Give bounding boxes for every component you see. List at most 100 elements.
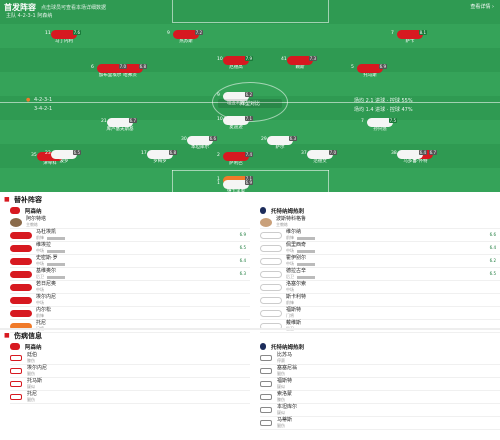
sub-row[interactable]: 霍伊别尔 中场 6.2 xyxy=(260,255,500,268)
sub-name: 内尔松 xyxy=(36,306,52,313)
player-rating: 6.5 xyxy=(72,150,81,155)
away-player[interactable]: 37 7.0 范德文 xyxy=(298,150,342,165)
home-player[interactable]: 9 7.2 热苏斯 xyxy=(164,30,208,45)
shirt-icon: 41 7.3 xyxy=(281,56,317,65)
away-player[interactable]: 23 6.5 波罗 xyxy=(42,150,86,165)
player-number: 9 xyxy=(217,93,220,98)
injury-row[interactable]: 廷伯 膝伤 xyxy=(10,352,250,365)
home-player[interactable]: 10 7.9 厄德高 xyxy=(214,56,258,71)
player-rating: 6.6 xyxy=(208,136,217,141)
injury-row[interactable]: 福斯特 疑似 xyxy=(260,378,500,391)
home-coach[interactable]: 阿尔特塔 主教练 xyxy=(10,216,250,229)
shirt-icon xyxy=(260,296,282,304)
home-player[interactable]: 2 7.4 萨利巴 xyxy=(214,152,258,167)
player-name: 孙兴慜 xyxy=(373,127,387,132)
player-rating: 7.9 xyxy=(244,56,253,61)
away-player[interactable]: 10 7.1 麦迪逊 xyxy=(214,116,258,131)
sub-row[interactable]: 福斯特 门将 xyxy=(260,307,500,320)
sub-row[interactable]: 佩里西奇 中场 6.4 xyxy=(260,242,500,255)
injuries-title: 伤病信息 xyxy=(14,332,42,340)
player-rating: 6.9 xyxy=(244,180,253,185)
sub-row[interactable]: 维尔纳 前锋 6.6 xyxy=(260,229,500,242)
shirt-icon: 10 7.9 xyxy=(217,56,253,65)
sub-name: 埃尔内尼 xyxy=(36,293,57,300)
home-player[interactable]: 41 7.3 赖斯 xyxy=(278,56,322,71)
injury-status: 停赛 xyxy=(277,358,285,363)
player-rating: 6.7 xyxy=(428,150,437,155)
player-name: 萨卡 xyxy=(405,39,415,44)
player-number: 41 xyxy=(281,57,287,62)
away-player[interactable]: 30 6.6 本坦库尔 xyxy=(178,136,222,151)
player-rating: 7.0 xyxy=(328,150,337,155)
home-stats: 场均 2.1 进球 · 控球 55% xyxy=(354,98,413,104)
away-team-header[interactable]: 托特纳姆热刺 xyxy=(260,205,500,216)
away-coach[interactable]: 波斯特科格鲁 主教练 xyxy=(260,216,500,229)
sub-row[interactable]: 内尔松 前锋 xyxy=(10,307,250,320)
sub-row[interactable]: 洛塞尔索 中场 xyxy=(260,281,500,294)
injury-status-icon xyxy=(10,368,22,374)
sub-row[interactable]: 马杜埃凯 前锋 6.9 xyxy=(10,229,250,242)
sub-row[interactable]: 戴维斯后卫 xyxy=(260,320,500,333)
home-player[interactable]: 5 6.9 托马斯 xyxy=(348,64,392,79)
away-crest-icon xyxy=(260,343,266,350)
away-player[interactable]: 1 6.9 维卡里奥 xyxy=(214,180,258,192)
details-link[interactable]: 查看详情 › xyxy=(470,4,494,10)
shirt-icon: 37 7.0 xyxy=(301,150,337,159)
sub-rating: 6.4 xyxy=(489,245,496,250)
injury-row[interactable]: 本坦库尔 疑似 xyxy=(260,404,500,417)
away-injury-team: 托特纳姆热刺 xyxy=(260,341,500,352)
sub-rating: 6.4 xyxy=(239,258,246,263)
pitch-header: 首发阵容 点击球员可查看本场详细数据 xyxy=(4,2,106,12)
player-number: 5 xyxy=(351,65,354,70)
player-number: 1 xyxy=(217,181,220,186)
home-player[interactable]: 6 7.0 加布里埃尔 xyxy=(88,64,132,79)
injury-row[interactable]: 马蒂斯 腿伤 xyxy=(260,417,500,430)
injury-status: 疑似 xyxy=(27,384,35,389)
injury-row[interactable]: 托尼 腿伤 xyxy=(10,391,250,404)
injury-row[interactable]: 索洛蒙 膝伤 xyxy=(260,391,500,404)
injury-row[interactable]: 埃尔内尼 腿伤 xyxy=(10,365,250,378)
injury-row[interactable]: 托马斯 疑似 xyxy=(10,378,250,391)
rating-bar xyxy=(297,262,315,266)
sub-row[interactable]: 斯卡利特 前锋 xyxy=(260,294,500,307)
injury-row[interactable]: 比苏马 停赛 xyxy=(260,352,500,365)
injury-row[interactable]: 塞塞尼翁 腿伤 xyxy=(260,365,500,378)
home-player[interactable]: 11 7.6 马丁内利 xyxy=(42,30,86,45)
away-player[interactable]: 7 7.5 孙兴慜 xyxy=(358,118,402,133)
away-player[interactable]: 9 6.2 理查利森 xyxy=(214,92,258,107)
injury-status: 疑似 xyxy=(277,410,285,415)
sub-position: 中场 xyxy=(36,300,44,305)
shirt-icon: 29 6.3 xyxy=(261,136,297,145)
home-player[interactable]: 7 8.1 萨卡 xyxy=(388,30,432,45)
lineup-title: 首发阵容 xyxy=(4,2,36,12)
player-name: 萨尔 xyxy=(275,145,285,150)
sub-row[interactable]: 基维奥尔 后卫 6.3 xyxy=(10,268,250,281)
player-name: 赖斯 xyxy=(295,65,305,70)
player-number: 7 xyxy=(361,119,364,124)
sub-row[interactable]: 若日尼奥 中场 xyxy=(10,281,250,294)
formation-compare-label[interactable]: 阵型对比 xyxy=(218,99,282,108)
injured-player-name: 廷伯 xyxy=(27,351,38,358)
player-rating: 7.4 xyxy=(244,152,253,157)
injured-player-name: 塞塞尼翁 xyxy=(277,364,298,371)
player-rating: 7.2 xyxy=(194,30,203,35)
injured-player-name: 比苏马 xyxy=(277,351,293,358)
sub-row[interactable]: 史密斯·罗 中场 6.4 xyxy=(10,255,250,268)
away-player[interactable]: 29 6.3 萨尔 xyxy=(258,136,302,151)
away-crest-icon xyxy=(260,207,266,214)
player-name: 托马斯 xyxy=(363,73,377,78)
sub-row[interactable]: 托尼门将 xyxy=(10,320,250,333)
sub-row[interactable]: 德拉古辛 后卫 6.5 xyxy=(260,268,500,281)
shirt-icon: 21 6.7 xyxy=(101,118,137,127)
subs-title: 替补阵容 xyxy=(14,196,42,204)
sub-row[interactable]: 埃尔内尼 中场 xyxy=(10,294,250,307)
home-team-header[interactable]: 阿森纳 xyxy=(10,205,250,216)
home-injury-team: 阿森纳 xyxy=(10,341,250,352)
shirt-icon xyxy=(260,283,282,291)
sub-position: 中场 xyxy=(36,261,65,267)
away-player[interactable]: 21 6.7 库卢塞夫斯基 xyxy=(98,118,142,133)
sub-row[interactable]: 维埃拉 中场 6.5 xyxy=(10,242,250,255)
away-player[interactable]: 17 6.8 罗梅罗 xyxy=(138,150,182,165)
coach-avatar xyxy=(260,217,272,227)
away-player[interactable]: 38 6.4 乌多吉 xyxy=(388,150,432,165)
